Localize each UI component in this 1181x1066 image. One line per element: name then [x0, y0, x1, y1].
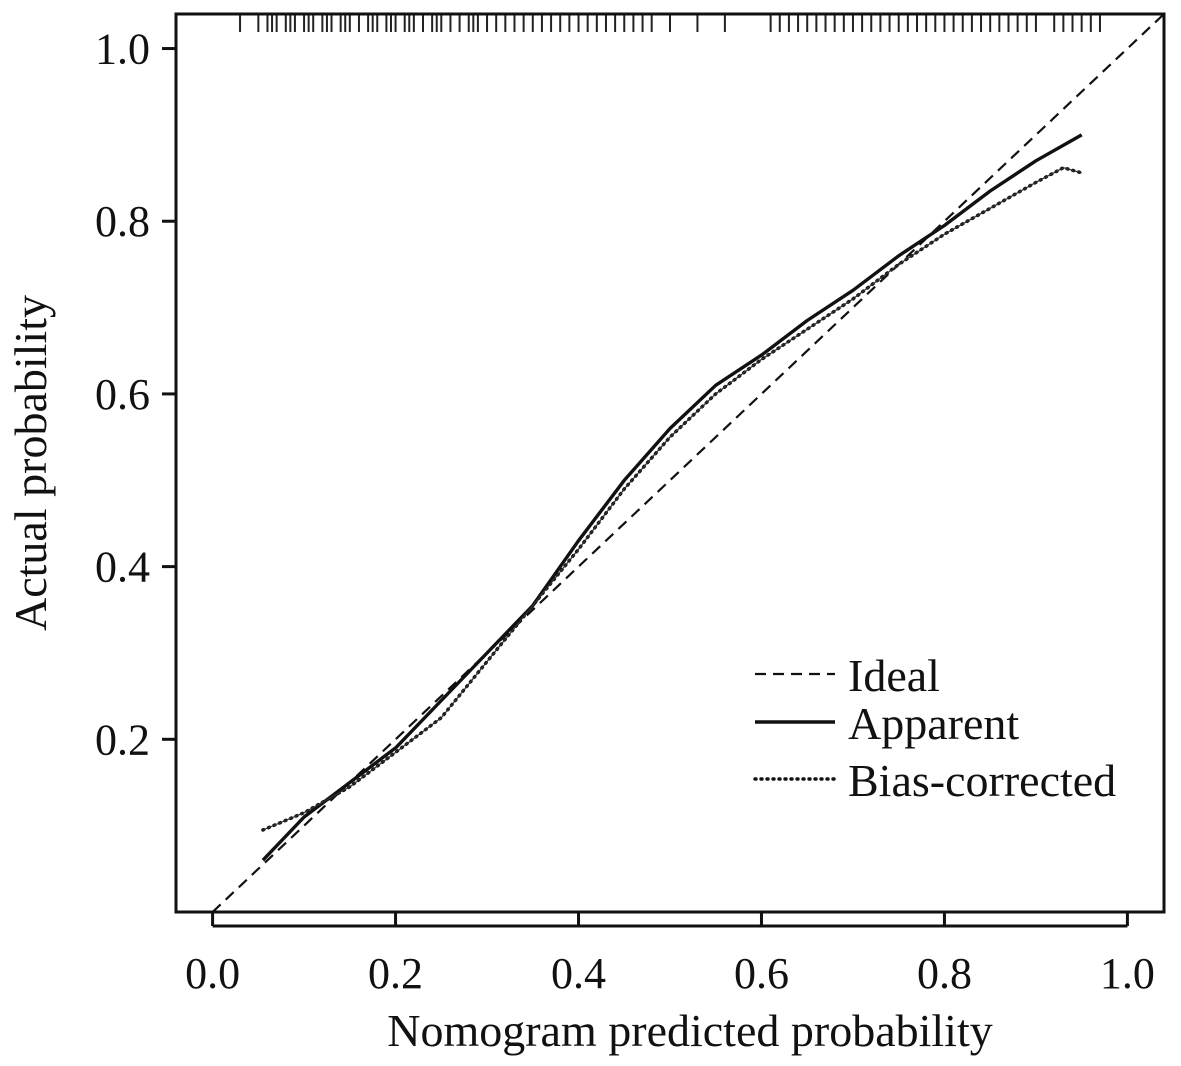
y-tick-label: 0.2	[95, 715, 150, 764]
y-tick-label: 0.4	[95, 543, 150, 592]
x-tick-label: 0.0	[185, 949, 240, 998]
x-tick-label: 0.2	[368, 949, 423, 998]
x-tick-label: 0.8	[917, 949, 972, 998]
series-line-ideal	[211, 14, 1164, 912]
legend-label-bias-corrected: Bias-corrected	[848, 755, 1116, 806]
series-lines	[211, 14, 1164, 912]
y-tick-label: 0.8	[95, 197, 150, 246]
series-line-apparent	[261, 133, 1083, 862]
x-tick-label: 0.4	[551, 949, 606, 998]
legend-label-ideal: Ideal	[848, 650, 940, 701]
legend-label-apparent: Apparent	[848, 698, 1019, 749]
x-axis: 0.0 0.2 0.4 0.6 0.8 1.0	[185, 912, 1155, 998]
series-line-bias-corrected-core	[262, 167, 1082, 831]
y-axis: 0.2 0.4 0.6 0.8 1.0	[95, 25, 176, 764]
y-tick-label: 1.0	[95, 25, 150, 74]
y-axis-title: Actual probability	[5, 295, 56, 631]
x-axis-title: Nomogram predicted probability	[387, 1005, 993, 1056]
plot-frame	[174, 12, 1166, 914]
y-tick-label: 0.6	[95, 370, 150, 419]
x-tick-label: 1.0	[1100, 949, 1155, 998]
x-tick-label: 0.6	[734, 949, 789, 998]
rug-marks	[239, 14, 1101, 32]
